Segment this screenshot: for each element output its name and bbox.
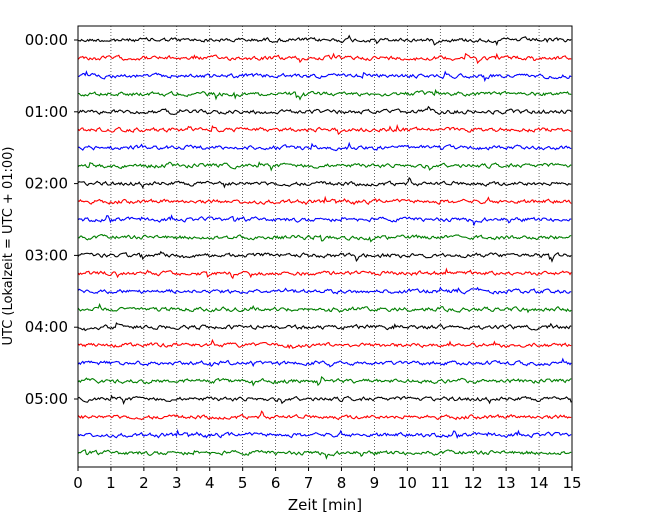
x-tick-label: 5 <box>238 474 248 492</box>
seismic-trace-0015 <box>77 52 572 65</box>
x-tick-label: 14 <box>530 474 549 492</box>
seismic-trace-0415 <box>77 338 572 350</box>
x-tick-label: 10 <box>398 474 417 492</box>
seismic-trace-0500 <box>77 394 572 406</box>
seismic-trace-0230 <box>77 214 572 227</box>
seismic-trace-0215 <box>77 195 572 206</box>
x-tick-label: 12 <box>464 474 483 492</box>
seismic-trace-0000 <box>77 34 572 47</box>
seismic-trace-0130 <box>77 141 572 152</box>
seismic-trace-0345 <box>77 302 572 314</box>
x-tick-label: 1 <box>106 474 116 492</box>
plot-frame <box>77 25 573 468</box>
seismic-trace-0030 <box>77 70 572 83</box>
x-tick-label: 4 <box>205 474 215 492</box>
x-tick-label: 0 <box>73 474 83 492</box>
y-axis-label: UTC (Lokalzeit = UTC + 01:00) <box>1 147 16 346</box>
y-tick-label: 00:00 <box>25 31 68 49</box>
x-axis-label: Zeit [min] <box>288 496 362 514</box>
seismic-trace-0400 <box>77 322 572 332</box>
x-tick-label: 15 <box>562 474 581 492</box>
x-tick-label: 13 <box>497 474 516 492</box>
x-tick-label: 2 <box>139 474 149 492</box>
seismic-trace-0145 <box>77 161 572 172</box>
y-tick-label: 04:00 <box>25 318 68 336</box>
y-tick-label: 01:00 <box>25 103 68 121</box>
seismic-trace-0315 <box>77 267 572 280</box>
x-tick-label: 11 <box>431 474 450 492</box>
seismic-trace-0300 <box>77 250 572 263</box>
y-axis-ticks: 00:00 01:00 02:00 03:00 04:00 05:00 <box>25 31 78 408</box>
x-tick-label: 6 <box>271 474 281 492</box>
seismic-trace-0430 <box>77 357 572 368</box>
seismic-traces <box>77 34 572 460</box>
seismic-trace-0545 <box>77 449 572 460</box>
seismic-trace-0445 <box>77 375 572 387</box>
x-tick-label: 9 <box>370 474 380 492</box>
seismic-trace-0515 <box>77 410 572 421</box>
y-tick-label: 05:00 <box>25 390 68 408</box>
seismic-trace-0115 <box>77 123 572 136</box>
x-tick-label: 8 <box>337 474 347 492</box>
seismic-trace-0100 <box>77 105 572 116</box>
x-axis-ticks: 0 1 2 3 4 5 6 7 8 9 10 11 12 13 14 15 <box>73 467 582 492</box>
seismic-trace-0245 <box>77 234 572 243</box>
seismic-trace-0330 <box>77 286 572 295</box>
seismic-trace-0530 <box>77 429 572 439</box>
seismic-trace-0045 <box>77 88 572 101</box>
y-tick-label: 02:00 <box>25 175 68 193</box>
y-tick-label: 03:00 <box>25 246 68 264</box>
x-tick-label: 7 <box>304 474 314 492</box>
seismic-trace-0200 <box>77 176 572 189</box>
x-tick-label: 3 <box>172 474 182 492</box>
